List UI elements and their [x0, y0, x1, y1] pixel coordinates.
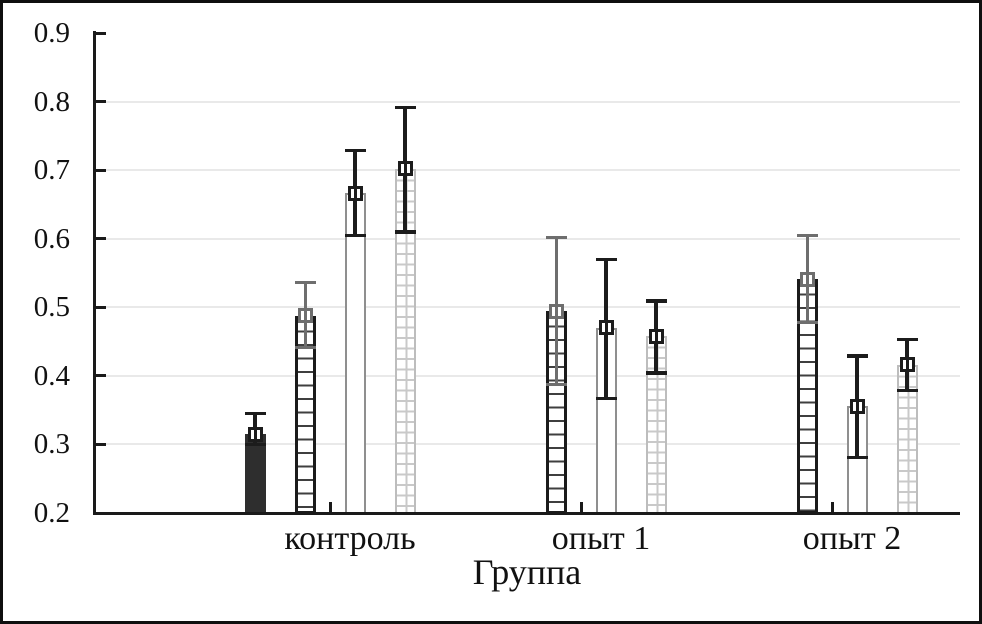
marker-center-line [855, 400, 859, 412]
y-tick-label: 0.4 [33, 359, 70, 392]
y-tick [95, 442, 106, 446]
marker-center-line [654, 330, 658, 342]
y-tick-label: 0.6 [33, 222, 70, 255]
marker-center-line [253, 428, 257, 440]
y-tick [95, 237, 106, 241]
marker-center-line [303, 310, 307, 321]
error-cap-bottom [244, 442, 266, 447]
y-tick [95, 100, 106, 104]
bar-solid [244, 434, 266, 514]
y-tick [95, 305, 106, 309]
grid-line [95, 306, 960, 309]
y-tick-label: 0.5 [33, 291, 70, 324]
error-cap-bottom [645, 371, 667, 375]
error-cap-top [595, 257, 617, 262]
y-tick-label: 0.2 [33, 497, 70, 529]
error-cap-bottom [394, 230, 416, 234]
marker-center-line [353, 187, 357, 199]
y-axis-line [93, 31, 96, 515]
bar-plain [344, 193, 366, 514]
y-tick-label: 0.7 [33, 154, 70, 187]
x-category-label: опыт 2 [802, 520, 902, 557]
y-tick-label: 0.9 [33, 17, 70, 49]
y-tick-label: 0.3 [33, 428, 70, 461]
error-cap-bottom [896, 388, 918, 392]
error-cap-bottom [545, 383, 567, 387]
marker-center-line [905, 359, 909, 371]
error-cap-top [244, 411, 266, 416]
bar-grid [394, 168, 416, 514]
bar-grid [645, 336, 667, 514]
error-cap-bottom [595, 396, 617, 401]
marker-center-line [554, 305, 558, 317]
grid-line [95, 443, 960, 446]
x-axis-title: Группа [472, 552, 582, 592]
x-axis-line [93, 511, 960, 515]
error-cap-bottom [344, 233, 366, 238]
error-cap-top [645, 299, 667, 303]
y-tick-label: 0.8 [33, 85, 70, 118]
y-tick [95, 374, 106, 378]
marker-center-line [805, 273, 809, 285]
grid-line [95, 169, 960, 172]
x-tick [328, 502, 332, 512]
x-tick [830, 502, 834, 512]
error-cap-top [294, 281, 316, 285]
y-tick [95, 31, 106, 35]
y-tick [95, 168, 106, 172]
x-category-label: контроль [284, 520, 416, 557]
grid-line [95, 237, 960, 240]
error-cap-top [344, 148, 366, 152]
error-cap-top [545, 235, 567, 239]
error-cap-top [394, 105, 416, 110]
grid-line [95, 374, 960, 377]
error-cap-bottom [796, 320, 818, 324]
x-tick [579, 502, 583, 512]
error-cap-bottom [294, 346, 316, 350]
x-category-label: опыт 1 [551, 520, 651, 557]
bar-grid [896, 364, 918, 514]
error-cap-top [846, 354, 868, 358]
grid-line [95, 100, 960, 103]
error-cap-top [896, 337, 918, 342]
error-cap-bottom [846, 455, 868, 460]
error-cap-top [796, 234, 818, 238]
marker-center-line [604, 322, 608, 334]
marker-center-line [403, 163, 407, 175]
